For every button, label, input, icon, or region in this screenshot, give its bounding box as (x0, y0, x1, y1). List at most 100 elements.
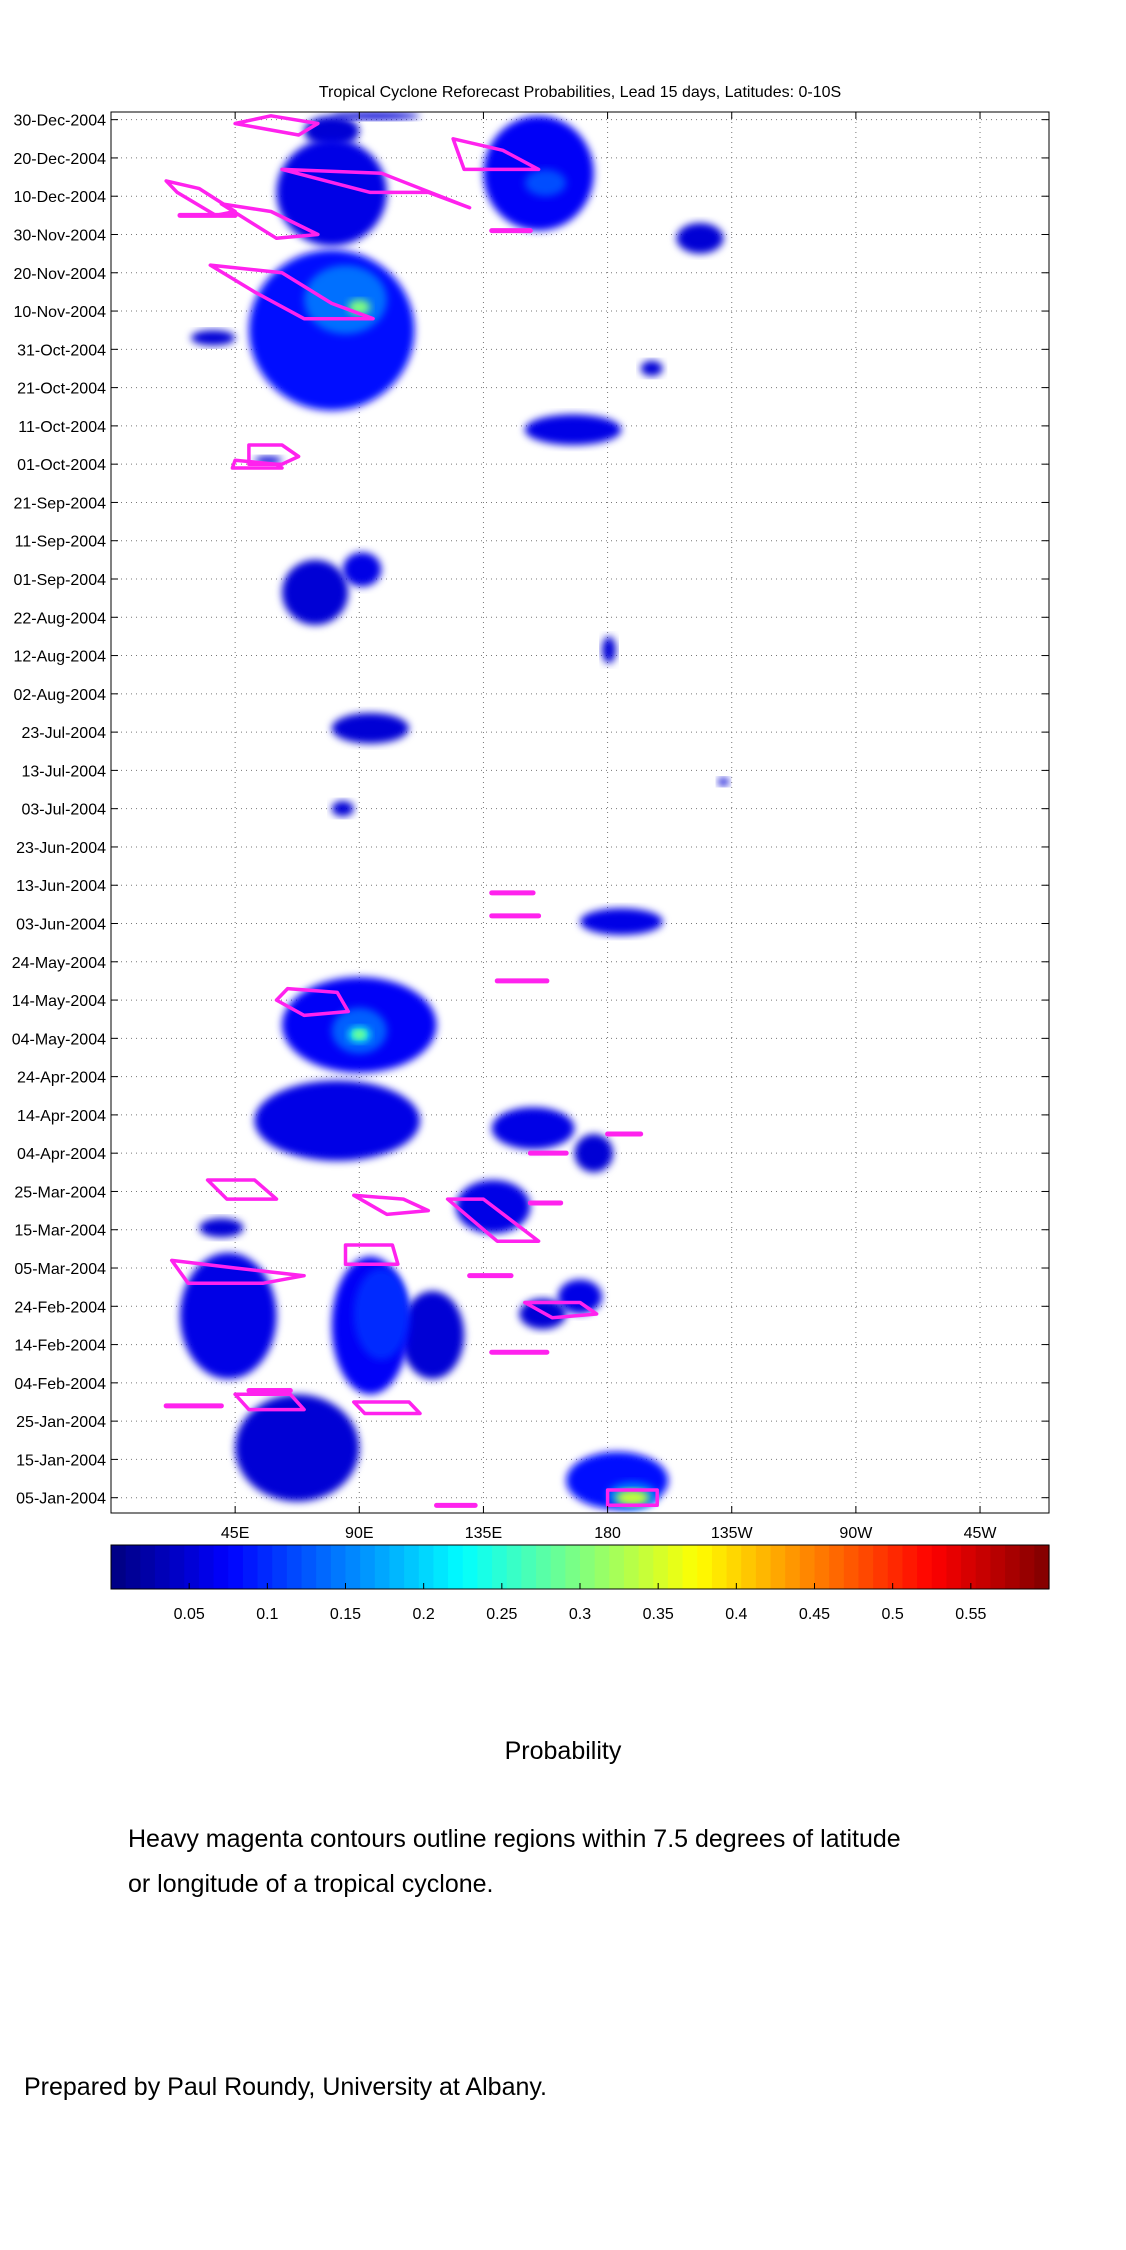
colorbar-segment (873, 1545, 889, 1589)
y-tick-label: 23-Jul-2004 (22, 725, 107, 742)
probability-blob (235, 1394, 360, 1502)
cyclone-contour (219, 202, 320, 241)
colorbar-segment (169, 1545, 185, 1589)
credit-line: Prepared by Paul Roundy, University at A… (24, 2073, 547, 2101)
y-tick-label: 04-Apr-2004 (17, 1146, 106, 1163)
probability-blob (717, 777, 729, 786)
colorbar-segment (785, 1545, 801, 1589)
cyclone-contour (343, 1243, 400, 1266)
colorbar-segment (990, 1545, 1006, 1589)
colorbar-tick-label: 0.45 (799, 1606, 830, 1623)
x-tick-label: 90W (839, 1525, 873, 1542)
colorbar-segment (697, 1545, 713, 1589)
colorbar-segment (682, 1545, 698, 1589)
colorbar-tick-label: 0.1 (256, 1606, 278, 1623)
cyclone-contour (352, 1193, 431, 1217)
colorbar-segment (198, 1545, 215, 1589)
colorbar-tick-label: 0.3 (569, 1606, 591, 1623)
cyclone-contour (233, 114, 320, 137)
probability-blob (304, 265, 387, 335)
x-axis: 45E 90E 135E 180 135W 90W 45W (221, 112, 997, 1542)
y-tick-label: 10-Dec-2004 (14, 189, 107, 206)
colorbar-tick-label: 0.35 (643, 1606, 674, 1623)
chart-title: Tropical Cyclone Reforecast Probabilitie… (319, 84, 841, 101)
y-tick-label: 02-Aug-2004 (13, 687, 106, 704)
note-line-2: or longitude of a tropical cyclone. (128, 1870, 494, 1898)
colorbar-segment (492, 1545, 508, 1589)
colorbar-segment (902, 1545, 918, 1589)
y-tick-label: 24-Feb-2004 (14, 1299, 106, 1316)
cyclone-contour (169, 1258, 306, 1286)
colorbar-segment (946, 1545, 962, 1589)
y-tick-label: 21-Sep-2004 (13, 495, 106, 512)
colorbar-tick-label: 0.2 (413, 1606, 435, 1623)
cyclone-contour (233, 1392, 306, 1412)
colorbar-segment (374, 1545, 391, 1589)
probability-blob (574, 1134, 614, 1173)
colorbar-segment (404, 1545, 420, 1589)
colorbar-segment (887, 1545, 904, 1589)
colorbar-segment (140, 1545, 156, 1589)
colorbar-tick-label: 0.05 (174, 1606, 205, 1623)
colorbar-tick-label: 0.4 (725, 1606, 747, 1623)
probability-blob (580, 908, 663, 935)
probability-blob (254, 1080, 420, 1161)
probability-blob (491, 1107, 575, 1150)
colorbar-segment (125, 1545, 141, 1589)
colorbar-segment (580, 1545, 596, 1589)
y-tick-label: 23-Jun-2004 (16, 840, 106, 857)
cyclone-contour (352, 1400, 422, 1416)
cyclone-contour (205, 1178, 279, 1201)
colorbar-segment (1005, 1545, 1021, 1589)
cyclone-contour (280, 167, 472, 210)
probability-blob (282, 559, 349, 625)
y-tick-label: 14-May-2004 (12, 993, 106, 1010)
cyclone-contours (163, 114, 659, 1508)
x-tick-label: 180 (594, 1525, 621, 1542)
colorbar-tick-label: 0.5 (882, 1606, 904, 1623)
colorbar-segment (961, 1545, 977, 1589)
probability-blob (524, 169, 567, 197)
colorbar-segment (814, 1545, 830, 1589)
y-tick-label: 25-Mar-2004 (14, 1184, 106, 1201)
cyclone-contour (451, 137, 541, 172)
cyclone-contour (445, 1197, 541, 1243)
y-tick-label: 30-Nov-2004 (14, 227, 107, 244)
cyclone-contour (523, 1300, 599, 1320)
probability-blob (191, 330, 236, 346)
plot-frame (110, 111, 1050, 1514)
colorbar-segment (257, 1545, 273, 1589)
y-tick-label: 11-Oct-2004 (18, 419, 106, 436)
probability-blob (353, 1030, 365, 1039)
probability-blob (615, 1490, 649, 1506)
y-tick-label: 14-Feb-2004 (14, 1338, 106, 1355)
probability-field (179, 112, 729, 1510)
y-tick-label: 31-Oct-2004 (17, 342, 106, 359)
probability-blob (524, 414, 622, 446)
colorbar-segment (931, 1545, 948, 1589)
colorbar-segment (462, 1545, 479, 1589)
probability-blob (331, 801, 354, 817)
x-tick-label: 45W (964, 1525, 998, 1542)
colorbar-segment (623, 1545, 640, 1589)
y-tick-label: 12-Aug-2004 (13, 649, 106, 666)
colorbar-segment (917, 1545, 933, 1589)
cyclone-contour (274, 986, 351, 1018)
colorbar-segment (858, 1545, 874, 1589)
y-tick-label: 03-Jul-2004 (22, 802, 107, 819)
probability-blob (557, 1279, 603, 1314)
colorbar-segment (389, 1545, 405, 1589)
colorbar-segment (228, 1545, 244, 1589)
colorbar-segment (667, 1545, 684, 1589)
colorbar-segment (111, 1545, 127, 1589)
colorbar-segment (1019, 1545, 1035, 1589)
colorbar-segment (184, 1545, 200, 1589)
colorbar-segment (755, 1545, 772, 1589)
y-tick-label: 05-Jan-2004 (16, 1491, 106, 1508)
y-tick-label: 14-Apr-2004 (17, 1108, 106, 1125)
colorbar-tick-label: 0.25 (486, 1606, 517, 1623)
colorbar-segment (301, 1545, 317, 1589)
note-line-1: Heavy magenta contours outline regions w… (128, 1825, 901, 1853)
probability-blob (276, 138, 387, 246)
colorbar-tick-label: 0.15 (330, 1606, 361, 1623)
